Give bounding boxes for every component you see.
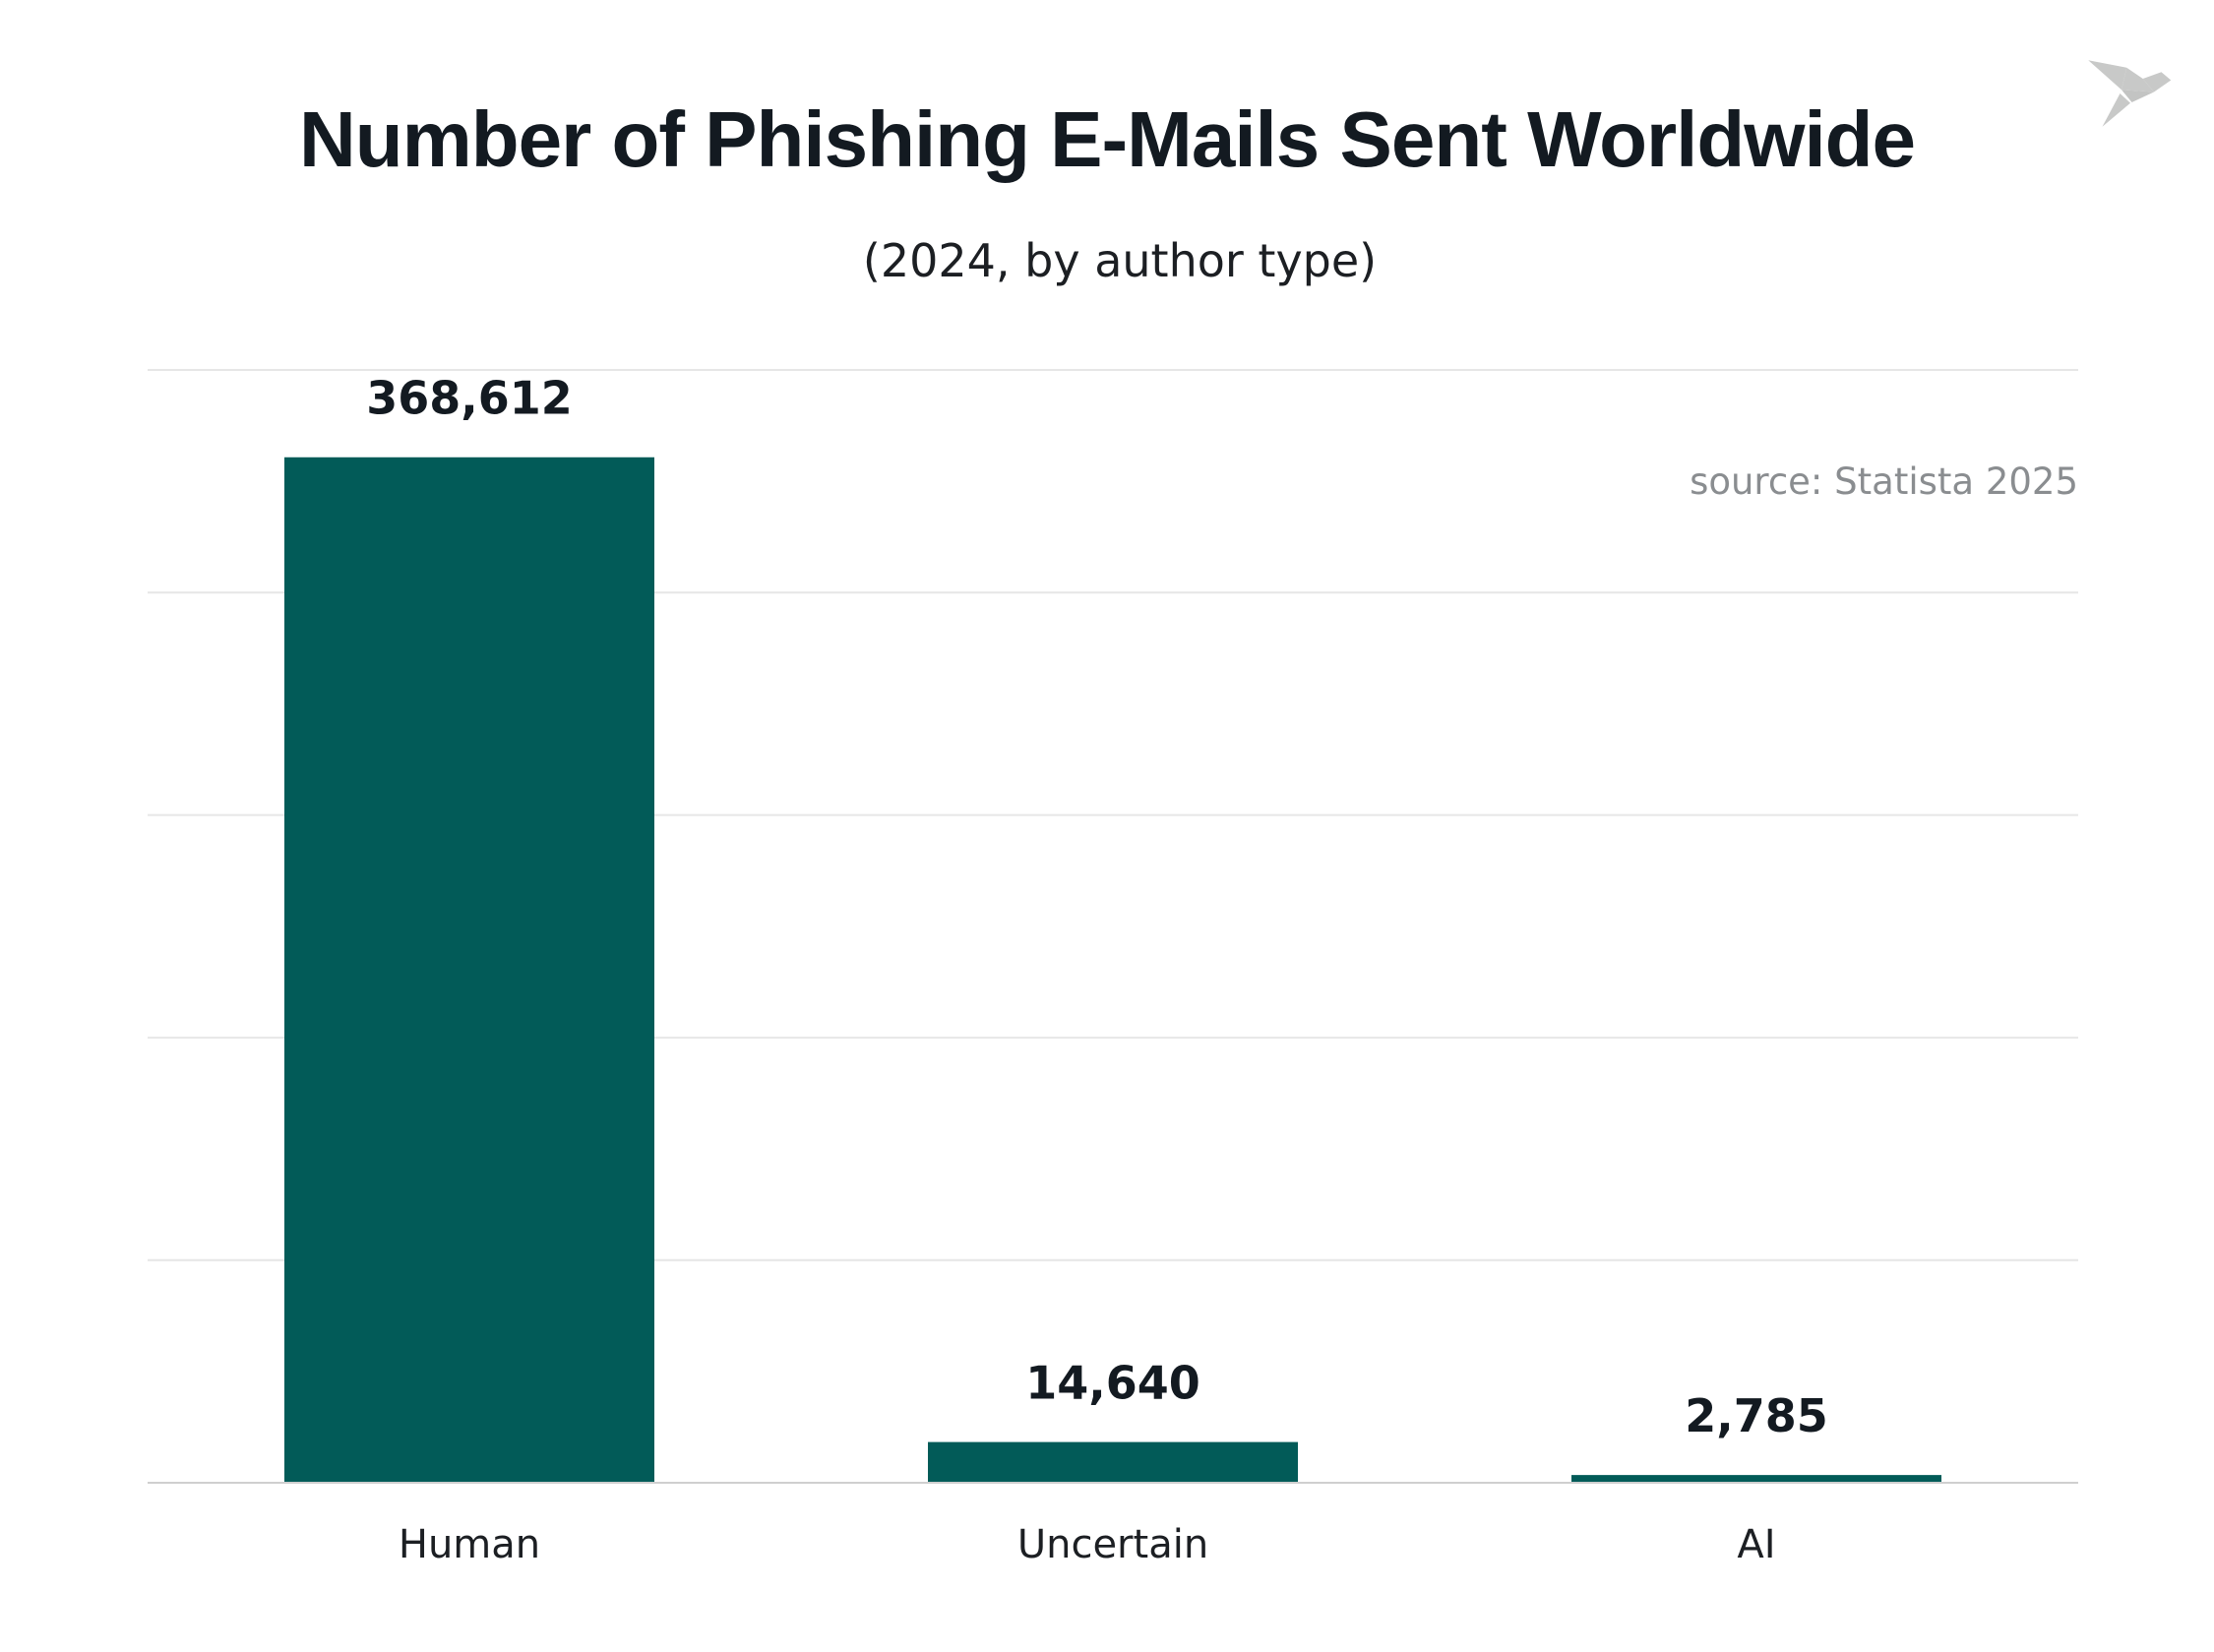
value-label: 14,640 xyxy=(1025,1357,1200,1410)
chart-title: Number of Phishing E-Mails Sent Worldwid… xyxy=(298,95,1916,183)
value-label: 2,785 xyxy=(1685,1389,1828,1442)
category-label: AI xyxy=(1737,1522,1775,1567)
bar-ai xyxy=(1571,1475,1941,1483)
category-label: Human xyxy=(399,1522,540,1567)
chart-subtitle: (2024, by author type) xyxy=(862,234,1378,287)
source-note: source: Statista 2025 xyxy=(1690,460,2078,503)
origami-bird-logo-icon xyxy=(2088,60,2172,127)
value-label: 368,612 xyxy=(366,372,573,425)
category-label: Uncertain xyxy=(1017,1522,1208,1567)
bar-human xyxy=(284,457,654,1484)
bar-uncertain xyxy=(928,1441,1298,1483)
